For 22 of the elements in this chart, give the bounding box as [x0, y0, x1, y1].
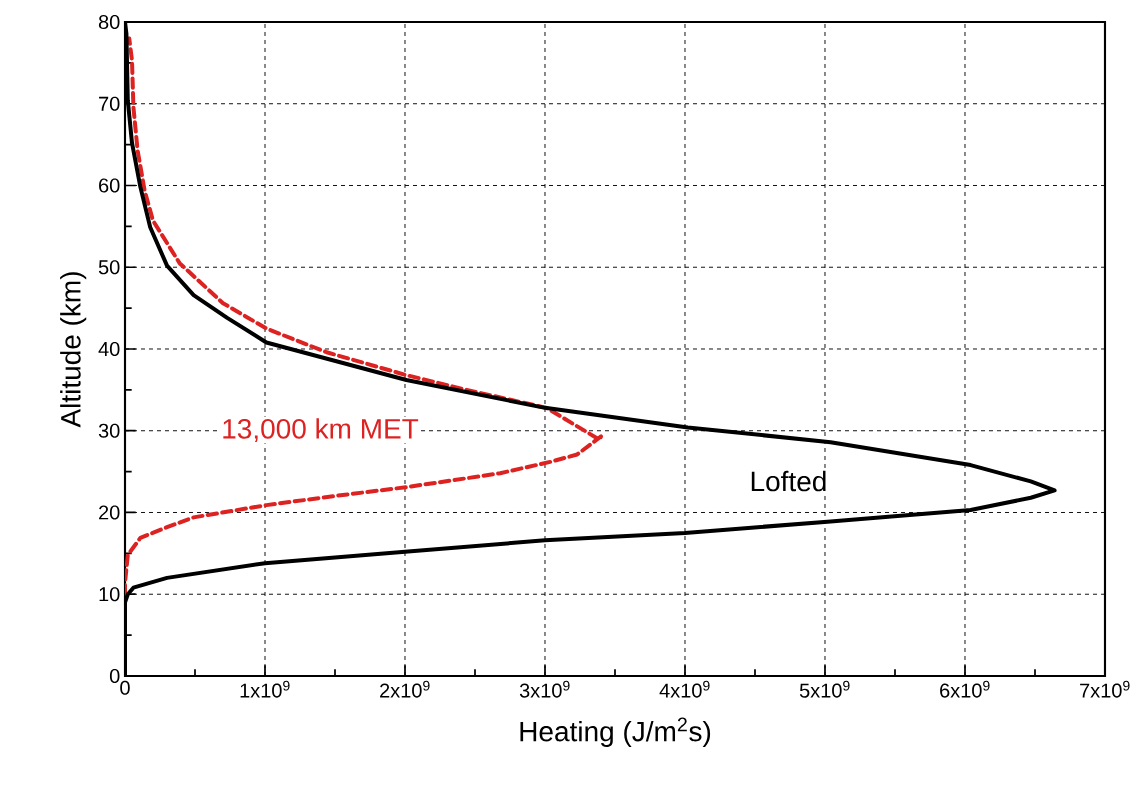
series-label: 13,000 km MET	[223, 418, 419, 443]
x-tick-label: 2x10$^{9}$	[380, 680, 430, 698]
x-axis-title: Heating (J/m$^{2}$s)	[520, 717, 711, 747]
y-tick-label: 0	[109, 668, 120, 684]
x-tick-label: 0	[120, 680, 130, 695]
x-tick-label: 7x10$^{9}$	[1080, 680, 1130, 698]
x-tick-label: 5x10$^{9}$	[799, 680, 850, 698]
y-axis-title: Altitude (km)	[60, 272, 87, 428]
y-tick-label: 10	[99, 587, 120, 602]
line-series	[125, 36, 603, 597]
y-tick-label: 60	[99, 178, 120, 193]
x-tick-label: 3x10$^{9}$	[519, 680, 570, 698]
y-tick-label: 70	[99, 96, 120, 111]
y-tick-label: 40	[98, 341, 120, 357]
x-tick-label: 6x10$^{9}$	[940, 680, 990, 698]
x-tick-label: 1x10$^{9}$	[240, 680, 290, 698]
y-tick-label: 20	[99, 505, 120, 520]
y-tick-label: 30	[98, 423, 120, 438]
series-label: Lofted	[751, 470, 826, 492]
x-tick-label: 4x10$^{9}$	[659, 680, 710, 698]
y-tick-label: 50	[98, 260, 120, 275]
y-tick-label: 80	[98, 14, 120, 30]
